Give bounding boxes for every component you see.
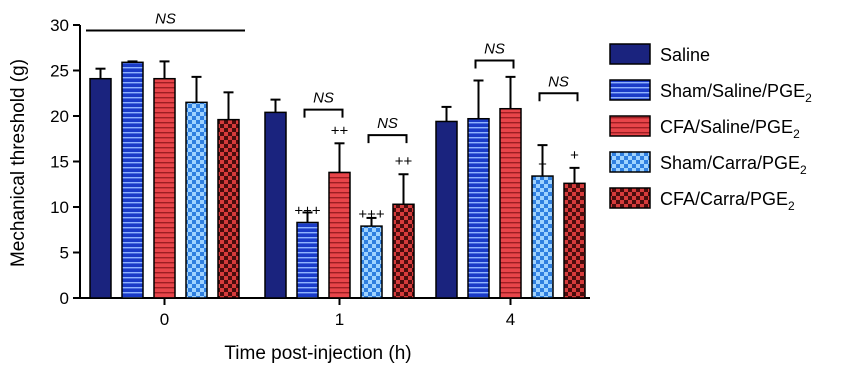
bar — [392, 203, 415, 299]
bar — [328, 171, 351, 299]
bars — [89, 61, 586, 299]
significance-mark: + — [570, 147, 579, 164]
ns-bracket — [474, 59, 515, 69]
legend-label-text: Sham/Saline/PGE — [660, 81, 805, 101]
y-axis-title: Mechanical threshold (g) — [8, 59, 29, 267]
legend-label-subscript: 2 — [788, 199, 795, 213]
bar — [360, 225, 383, 299]
bar — [467, 117, 490, 299]
ns-bracket — [367, 134, 408, 144]
legend-swatch — [609, 79, 651, 101]
bar — [153, 77, 176, 299]
legend-label-text: CFA/Saline/PGE — [660, 117, 793, 137]
significance-mark: ++ — [331, 122, 349, 139]
legend-label-subscript: 2 — [805, 91, 812, 105]
error-bars — [95, 60, 580, 227]
legend-label-text: Sham/Carra/PGE — [660, 153, 800, 173]
y-axis: 0 5 10 15 20 25 30 — [50, 16, 81, 308]
bar — [563, 182, 586, 299]
ns-label: NS — [484, 40, 505, 57]
legend-label: Saline — [660, 45, 710, 65]
ns-label: NS — [155, 10, 176, 27]
legend-label-text: CFA/Carra/PGE — [660, 189, 788, 209]
legend-label: CFA/Saline/PGE2 — [660, 117, 800, 141]
x-tick-label: 4 — [506, 310, 515, 329]
x-tick-label: 0 — [160, 310, 169, 329]
y-tick-label: 0 — [60, 289, 69, 308]
y-tick-label: 25 — [50, 62, 69, 81]
y-tick-label: 5 — [60, 244, 69, 263]
y-tick-label: 20 — [50, 107, 69, 126]
significance-mark: +++ — [294, 202, 321, 219]
x-tick-label: 1 — [335, 310, 344, 329]
bar — [264, 111, 287, 299]
legend-label-subscript: 2 — [800, 163, 807, 177]
annotations: +++++++++++ + — [294, 122, 579, 223]
legend-label: Sham/Carra/PGE2 — [660, 153, 807, 177]
bar — [296, 221, 319, 299]
x-axis: 0 1 4 — [79, 297, 590, 329]
y-tick-label: 10 — [50, 198, 69, 217]
significance-mark: + — [538, 156, 547, 173]
legend: SalineSham/Saline/PGE2CFA/Saline/PGE2Sha… — [609, 43, 812, 213]
legend-swatch — [609, 115, 651, 137]
legend-label: CFA/Carra/PGE2 — [660, 189, 795, 213]
significance-mark: ++ — [395, 153, 413, 170]
legend-swatch — [609, 187, 651, 209]
ns-bracket — [303, 108, 344, 118]
bar — [499, 107, 522, 299]
bar — [89, 77, 112, 299]
x-axis-title: Time post-injection (h) — [224, 343, 411, 364]
ns-label: NS — [313, 90, 334, 107]
y-tick-label: 15 — [50, 153, 69, 172]
bar — [185, 101, 208, 299]
bar — [435, 120, 458, 299]
ns-bracket — [538, 92, 579, 102]
legend-swatch — [609, 151, 651, 173]
legend-label-text: Saline — [660, 45, 710, 65]
legend-label: Sham/Saline/PGE2 — [660, 81, 812, 105]
ns-label: NS — [377, 115, 398, 132]
bar — [217, 118, 240, 299]
significance-mark: +++ — [358, 206, 385, 223]
bar — [531, 175, 554, 299]
bar — [121, 61, 144, 299]
ns-label: NS — [548, 73, 569, 90]
legend-swatch — [609, 43, 651, 65]
y-tick-label: 30 — [50, 16, 69, 35]
legend-label-subscript: 2 — [793, 127, 800, 141]
ns-brackets: NS NS NS NS NS — [86, 10, 579, 144]
